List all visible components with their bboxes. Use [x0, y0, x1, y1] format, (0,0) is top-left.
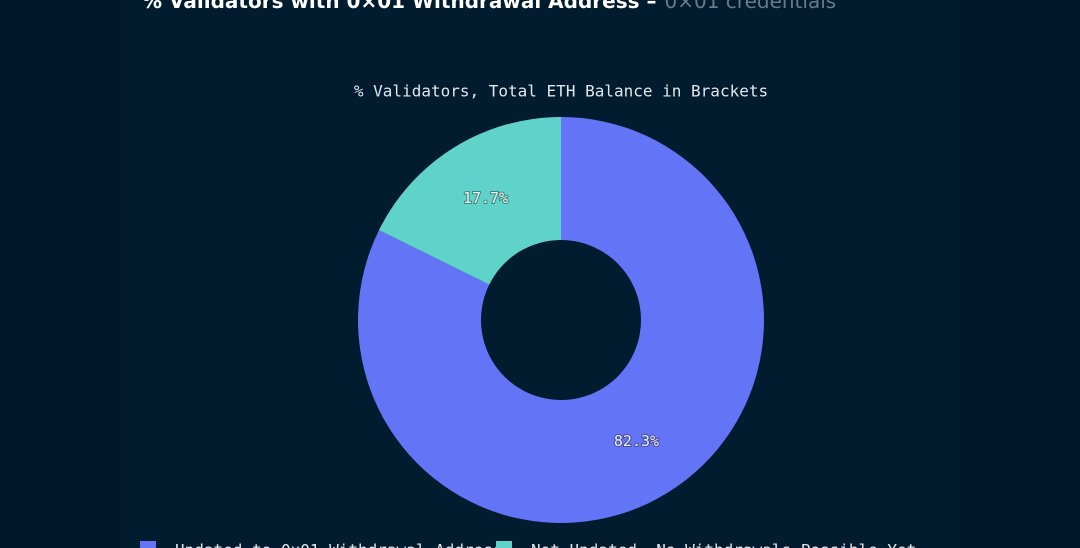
legend-label: Not Updated, No Withdrawals Possible Yet	[531, 541, 916, 548]
legend-label: Updated to 0x01 Withdrawal Address	[175, 541, 503, 548]
legend-swatch	[496, 541, 512, 548]
page-title: % Validators with 0×01 Withdrawal Addres…	[142, 0, 836, 13]
title-sub: 0×01 credentials	[665, 0, 837, 13]
slice-label: 82.3%	[614, 432, 659, 450]
legend-swatch	[140, 541, 156, 548]
slice-label: 17.7%	[463, 189, 508, 207]
chart-title: % Validators, Total ETH Balance in Brack…	[354, 82, 768, 101]
slice	[378, 117, 561, 285]
slice	[357, 117, 764, 523]
title-main: % Validators with 0×01 Withdrawal Addres…	[142, 0, 657, 13]
